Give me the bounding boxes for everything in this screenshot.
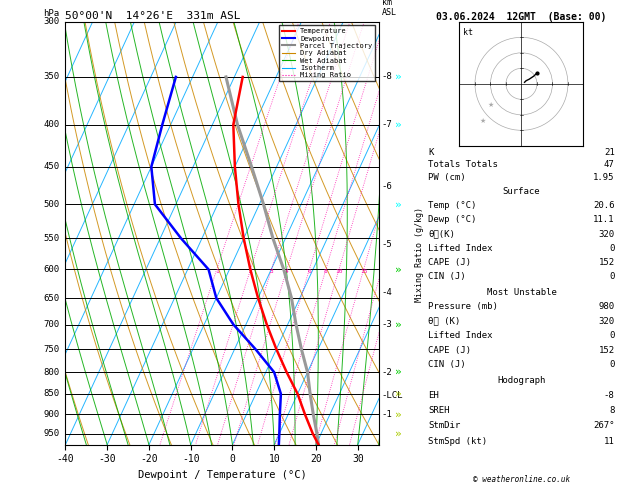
Text: 350: 350 — [43, 72, 59, 82]
Text: 3: 3 — [270, 269, 274, 275]
Text: -5: -5 — [382, 240, 392, 249]
Text: »: » — [396, 367, 402, 377]
Text: »: » — [396, 72, 402, 82]
Text: 6: 6 — [308, 269, 311, 275]
Text: $★$: $★$ — [487, 100, 494, 109]
Text: 267°: 267° — [593, 421, 615, 431]
Text: 850: 850 — [43, 389, 59, 399]
Text: 1.95: 1.95 — [593, 173, 615, 182]
Text: $★$: $★$ — [479, 116, 487, 124]
Text: 700: 700 — [43, 320, 59, 329]
Text: 300: 300 — [43, 17, 59, 26]
Text: -8: -8 — [604, 391, 615, 400]
Text: »: » — [396, 409, 402, 419]
Text: Dewp (°C): Dewp (°C) — [428, 215, 477, 224]
X-axis label: Dewpoint / Temperature (°C): Dewpoint / Temperature (°C) — [138, 470, 306, 480]
Text: 0: 0 — [610, 244, 615, 253]
Text: 10: 10 — [335, 269, 343, 275]
Text: »: » — [396, 199, 402, 209]
Text: 900: 900 — [43, 410, 59, 419]
Text: -1: -1 — [382, 410, 392, 419]
Text: θᴁ(K): θᴁ(K) — [428, 229, 455, 239]
Text: 650: 650 — [43, 294, 59, 303]
Text: 03.06.2024  12GMT  (Base: 00): 03.06.2024 12GMT (Base: 00) — [437, 12, 606, 22]
Text: 550: 550 — [43, 234, 59, 243]
Text: Mixing Ratio (g/kg): Mixing Ratio (g/kg) — [415, 207, 424, 302]
Text: »: » — [396, 319, 402, 330]
Text: 8: 8 — [610, 406, 615, 416]
Text: -4: -4 — [382, 288, 392, 297]
Text: 152: 152 — [598, 258, 615, 267]
Text: -2: -2 — [382, 368, 392, 377]
Text: StmDir: StmDir — [428, 421, 460, 431]
Text: 0: 0 — [610, 331, 615, 340]
Text: Lifted Index: Lifted Index — [428, 331, 493, 340]
Text: CAPE (J): CAPE (J) — [428, 346, 471, 355]
Text: 152: 152 — [598, 346, 615, 355]
Text: 1: 1 — [215, 269, 218, 275]
Text: »: » — [396, 429, 402, 438]
Text: Totals Totals: Totals Totals — [428, 160, 498, 170]
Text: 0: 0 — [610, 361, 615, 369]
Text: 0: 0 — [610, 272, 615, 281]
Text: 50°00'N  14°26'E  331m ASL: 50°00'N 14°26'E 331m ASL — [65, 11, 241, 21]
Text: CIN (J): CIN (J) — [428, 361, 466, 369]
Text: 320: 320 — [598, 229, 615, 239]
Text: 11: 11 — [604, 436, 615, 446]
Text: 750: 750 — [43, 345, 59, 354]
Text: 4: 4 — [285, 269, 289, 275]
Text: -3: -3 — [382, 320, 392, 329]
Text: Pressure (mb): Pressure (mb) — [428, 302, 498, 311]
Text: »: » — [396, 120, 402, 130]
Text: -7: -7 — [382, 120, 392, 129]
Text: 21: 21 — [604, 148, 615, 157]
Text: 15: 15 — [360, 269, 367, 275]
Text: 450: 450 — [43, 162, 59, 171]
Text: Hodograph: Hodograph — [498, 376, 545, 385]
Text: 11.1: 11.1 — [593, 215, 615, 224]
Text: »: » — [396, 389, 402, 399]
Text: SREH: SREH — [428, 406, 450, 416]
Text: 600: 600 — [43, 265, 59, 274]
Text: 400: 400 — [43, 120, 59, 129]
Text: PW (cm): PW (cm) — [428, 173, 466, 182]
Text: »: » — [396, 264, 402, 275]
Text: Most Unstable: Most Unstable — [486, 288, 557, 296]
Text: θᴁ (K): θᴁ (K) — [428, 317, 460, 326]
Text: 20.6: 20.6 — [593, 201, 615, 210]
Text: hPa: hPa — [43, 9, 59, 17]
Text: -8: -8 — [382, 72, 392, 82]
Text: Temp (°C): Temp (°C) — [428, 201, 477, 210]
Text: -LCL: -LCL — [382, 391, 403, 400]
Text: km
ASL: km ASL — [382, 0, 397, 17]
Text: 2: 2 — [248, 269, 252, 275]
Text: 8: 8 — [324, 269, 328, 275]
Text: 980: 980 — [598, 302, 615, 311]
Text: kt: kt — [462, 28, 472, 37]
Text: EH: EH — [428, 391, 439, 400]
Text: CIN (J): CIN (J) — [428, 272, 466, 281]
Text: CAPE (J): CAPE (J) — [428, 258, 471, 267]
Text: 500: 500 — [43, 200, 59, 209]
Text: 800: 800 — [43, 368, 59, 377]
Text: StmSpd (kt): StmSpd (kt) — [428, 436, 487, 446]
Text: Lifted Index: Lifted Index — [428, 244, 493, 253]
Text: © weatheronline.co.uk: © weatheronline.co.uk — [473, 474, 570, 484]
Text: -6: -6 — [382, 181, 392, 191]
Text: 950: 950 — [43, 429, 59, 438]
Text: 47: 47 — [604, 160, 615, 170]
Text: Surface: Surface — [503, 187, 540, 196]
Legend: Temperature, Dewpoint, Parcel Trajectory, Dry Adiabat, Wet Adiabat, Isotherm, Mi: Temperature, Dewpoint, Parcel Trajectory… — [279, 25, 375, 81]
Text: 320: 320 — [598, 317, 615, 326]
Text: K: K — [428, 148, 433, 157]
